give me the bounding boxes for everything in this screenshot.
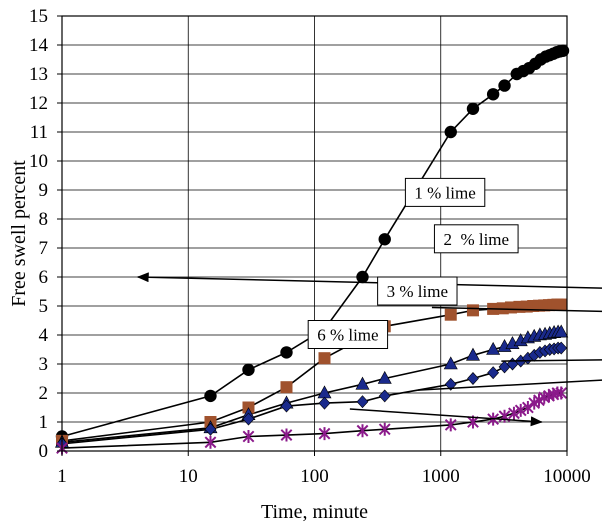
y-tick-label: 14 bbox=[29, 35, 49, 56]
annotation-arrow bbox=[136, 272, 602, 289]
annotation-box bbox=[404, 177, 486, 207]
x-tick-label: 10 bbox=[179, 466, 198, 487]
data-point bbox=[444, 125, 457, 139]
data-point bbox=[356, 270, 369, 284]
y-tick-label: 2 bbox=[39, 383, 49, 404]
data-point bbox=[280, 381, 293, 394]
data-point bbox=[444, 418, 457, 432]
data-point bbox=[514, 403, 527, 417]
data-point bbox=[242, 430, 255, 443]
data-point bbox=[467, 372, 479, 385]
data-point bbox=[444, 377, 457, 391]
data-point bbox=[242, 412, 255, 426]
y-tick-label: 7 bbox=[39, 238, 49, 259]
data-point bbox=[504, 301, 517, 314]
data-point bbox=[486, 341, 501, 355]
data-point bbox=[280, 346, 293, 359]
data-point bbox=[280, 399, 293, 413]
y-tick-label: 3 bbox=[39, 354, 49, 375]
annotation-label: 1 % lime bbox=[414, 183, 475, 202]
y-tick-label: 8 bbox=[39, 209, 49, 230]
annotation-arrow bbox=[431, 306, 602, 313]
data-point bbox=[204, 435, 217, 449]
annotation-label: 2 % lime bbox=[443, 230, 509, 249]
y-tick-label: 4 bbox=[39, 325, 49, 346]
annotation-box bbox=[377, 276, 458, 306]
x-tick-label: 10000 bbox=[543, 466, 591, 487]
annotation-arrow bbox=[417, 379, 602, 391]
y-tick-label: 1 bbox=[39, 412, 49, 433]
y-tick-label: 9 bbox=[39, 180, 49, 201]
y-tick-label: 0 bbox=[39, 441, 49, 462]
data-point bbox=[556, 44, 570, 57]
data-point bbox=[318, 396, 331, 410]
data-point bbox=[498, 79, 511, 92]
y-tick-label: 13 bbox=[29, 64, 48, 85]
y-tick-label: 6 bbox=[39, 267, 49, 288]
data-point bbox=[444, 308, 457, 321]
annotation-label: 3 % lime bbox=[387, 282, 448, 301]
data-point bbox=[356, 395, 369, 409]
y-tick-label: 15 bbox=[29, 6, 48, 27]
data-point bbox=[377, 370, 392, 384]
data-point bbox=[318, 352, 331, 365]
annotation-arrow bbox=[349, 408, 543, 427]
y-axis-label: Free swell percent bbox=[8, 160, 30, 307]
gridlines bbox=[61, 15, 568, 452]
data-point bbox=[555, 298, 568, 311]
data-point bbox=[555, 386, 568, 400]
data-point bbox=[466, 102, 480, 116]
data-point bbox=[355, 376, 370, 390]
data-point bbox=[356, 424, 369, 438]
annotation-box bbox=[307, 320, 389, 349]
y-tick-label: 11 bbox=[30, 122, 48, 143]
x-tick-labels: 1 10 100 1000 10000 bbox=[57, 451, 591, 487]
data-point bbox=[318, 427, 331, 441]
data-point bbox=[554, 324, 569, 338]
data-point bbox=[378, 233, 391, 246]
data-point bbox=[443, 356, 458, 370]
x-tick-label: 100 bbox=[300, 466, 329, 487]
x-tick-label: 1000 bbox=[422, 466, 460, 487]
data-point bbox=[378, 422, 391, 436]
data-point bbox=[487, 366, 500, 380]
x-axis-label: Time, minute bbox=[261, 501, 368, 523]
data-point bbox=[555, 341, 568, 355]
y-tick-label: 10 bbox=[29, 151, 48, 172]
data-point bbox=[204, 422, 217, 436]
x-tick-label: 1 bbox=[57, 466, 67, 487]
y-tick-label: 12 bbox=[29, 93, 48, 114]
annotation-arrow bbox=[501, 359, 602, 362]
y-tick-label: 5 bbox=[39, 296, 49, 317]
data-point bbox=[280, 428, 293, 442]
data-point bbox=[466, 304, 479, 317]
data-point bbox=[508, 406, 520, 420]
data-point bbox=[378, 389, 391, 403]
data-point bbox=[486, 88, 500, 101]
annotation-box bbox=[433, 224, 519, 254]
data-point bbox=[242, 363, 255, 376]
data-point bbox=[465, 347, 480, 361]
data-point bbox=[521, 401, 534, 414]
data-point bbox=[204, 389, 217, 403]
annotation-label: 6 % lime bbox=[317, 326, 378, 345]
